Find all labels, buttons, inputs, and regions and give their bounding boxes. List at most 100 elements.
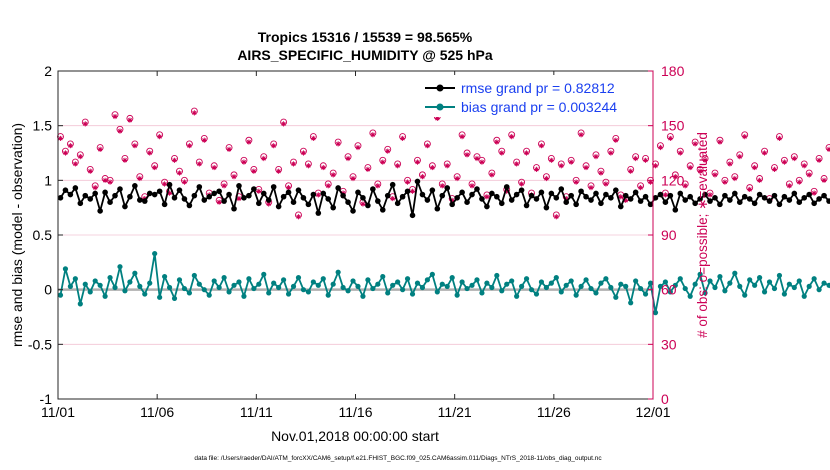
rmse-point <box>652 195 659 201</box>
rmse-point <box>523 202 530 209</box>
evaluated-obs-point <box>821 177 827 183</box>
evaluated-obs-point <box>176 170 183 176</box>
rmse-point <box>608 195 614 201</box>
bias-point <box>181 285 188 292</box>
evaluated-obs-point <box>330 172 336 178</box>
rmse-point <box>176 187 183 193</box>
evaluated-obs-series <box>57 110 830 220</box>
bias-point <box>340 284 346 291</box>
bias-series <box>57 250 830 316</box>
rmse-point <box>811 200 817 207</box>
bias-point <box>593 290 599 296</box>
bias-point <box>241 293 247 299</box>
evaluated-obs-point <box>593 154 599 160</box>
evaluated-obs-point <box>776 135 783 142</box>
bias-point <box>385 290 391 296</box>
rmse-point <box>280 193 287 200</box>
bias-point <box>380 273 386 280</box>
evaluated-obs-point <box>261 155 267 162</box>
bias-point <box>747 277 753 283</box>
rmse-point <box>816 196 822 202</box>
rmse-point <box>241 195 247 201</box>
bias-point <box>484 280 490 286</box>
evaluated-obs-point <box>82 121 88 127</box>
evaluated-obs-point <box>657 144 664 151</box>
rmse-point <box>489 190 495 197</box>
bias-point <box>439 281 445 287</box>
bias-point <box>672 282 678 288</box>
y-left-tick-label: 0.5 <box>33 227 53 243</box>
rmse-point <box>132 183 138 189</box>
evaluated-obs-point <box>360 201 366 207</box>
y-right-tick-label: 180 <box>661 63 685 79</box>
x-axis: 11/01 11/06 11/11 11/16 11/21 11/26 12/01 <box>41 71 671 420</box>
bias-point <box>454 292 460 298</box>
rmse-point <box>494 193 500 200</box>
bias-point <box>806 283 812 289</box>
y-left-tick-label: 1.5 <box>33 118 53 134</box>
rmse-point <box>756 191 763 198</box>
bias-point <box>563 282 569 288</box>
bias-point <box>315 282 321 288</box>
bias-point <box>166 284 173 291</box>
evaluated-obs-point <box>266 201 272 207</box>
bias-point <box>400 287 406 293</box>
evaluated-obs-point <box>67 143 73 149</box>
bias-point <box>305 289 311 295</box>
evaluated-obs-point <box>166 190 173 196</box>
rmse-point <box>92 190 98 197</box>
bias-point <box>206 292 212 298</box>
evaluated-obs-point <box>737 154 743 160</box>
rmse-point <box>771 192 778 199</box>
evaluated-obs-point <box>613 137 619 143</box>
rmse-point <box>692 200 698 207</box>
evaluated-obs-point <box>747 186 753 193</box>
bias-point <box>395 279 401 285</box>
bias-point <box>266 290 272 296</box>
evaluated-obs-point <box>553 214 559 220</box>
rmse-point <box>87 196 94 202</box>
evaluated-obs-point <box>281 121 287 127</box>
x-axis-label: Nov.01,2018 00:00:00 start <box>271 428 439 444</box>
bias-point <box>647 280 654 286</box>
y-axis-left: -1 -0.5 0 0.5 1 1.5 2 <box>28 63 63 407</box>
evaluated-obs-point <box>216 199 222 205</box>
rmse-point <box>345 199 351 205</box>
y-axis-left-label: rmse and bias (model - observation) <box>9 123 25 347</box>
rmse-point <box>464 199 470 205</box>
rmse-point <box>97 208 103 214</box>
rmse-point <box>270 184 277 190</box>
evaluated-obs-point <box>325 183 331 189</box>
rmse-point <box>528 192 535 199</box>
y-right-tick-label: 0 <box>661 391 669 407</box>
evaluated-obs-point <box>459 134 465 140</box>
rmse-point <box>141 198 148 204</box>
bias-point <box>603 276 609 282</box>
bias-point <box>687 293 693 299</box>
bias-point <box>390 282 396 288</box>
bias-point <box>459 279 465 285</box>
bias-point <box>652 310 659 316</box>
y-left-tick-label: 2 <box>44 63 52 79</box>
evaluated-obs-point <box>826 146 830 152</box>
evaluated-obs-point <box>538 143 545 149</box>
rmse-point <box>741 193 748 200</box>
bias-point <box>732 270 738 276</box>
evaluated-obs-point <box>191 110 197 116</box>
rmse-point <box>389 181 396 188</box>
bias-point <box>350 278 356 284</box>
rmse-point <box>439 192 446 199</box>
rmse-point <box>821 192 827 199</box>
evaluated-obs-point <box>181 179 188 185</box>
rmse-point <box>513 191 520 198</box>
bias-point <box>142 291 148 297</box>
rmse-point <box>657 191 664 198</box>
bias-point <box>201 287 207 293</box>
y-left-tick-label: -0.5 <box>28 336 52 352</box>
bias-point <box>444 283 450 289</box>
evaluated-obs-point <box>419 174 426 180</box>
bias-point <box>662 279 668 285</box>
legend-rmse-marker <box>436 84 444 92</box>
rmse-point <box>127 193 133 200</box>
evaluated-obs-point <box>117 128 123 134</box>
